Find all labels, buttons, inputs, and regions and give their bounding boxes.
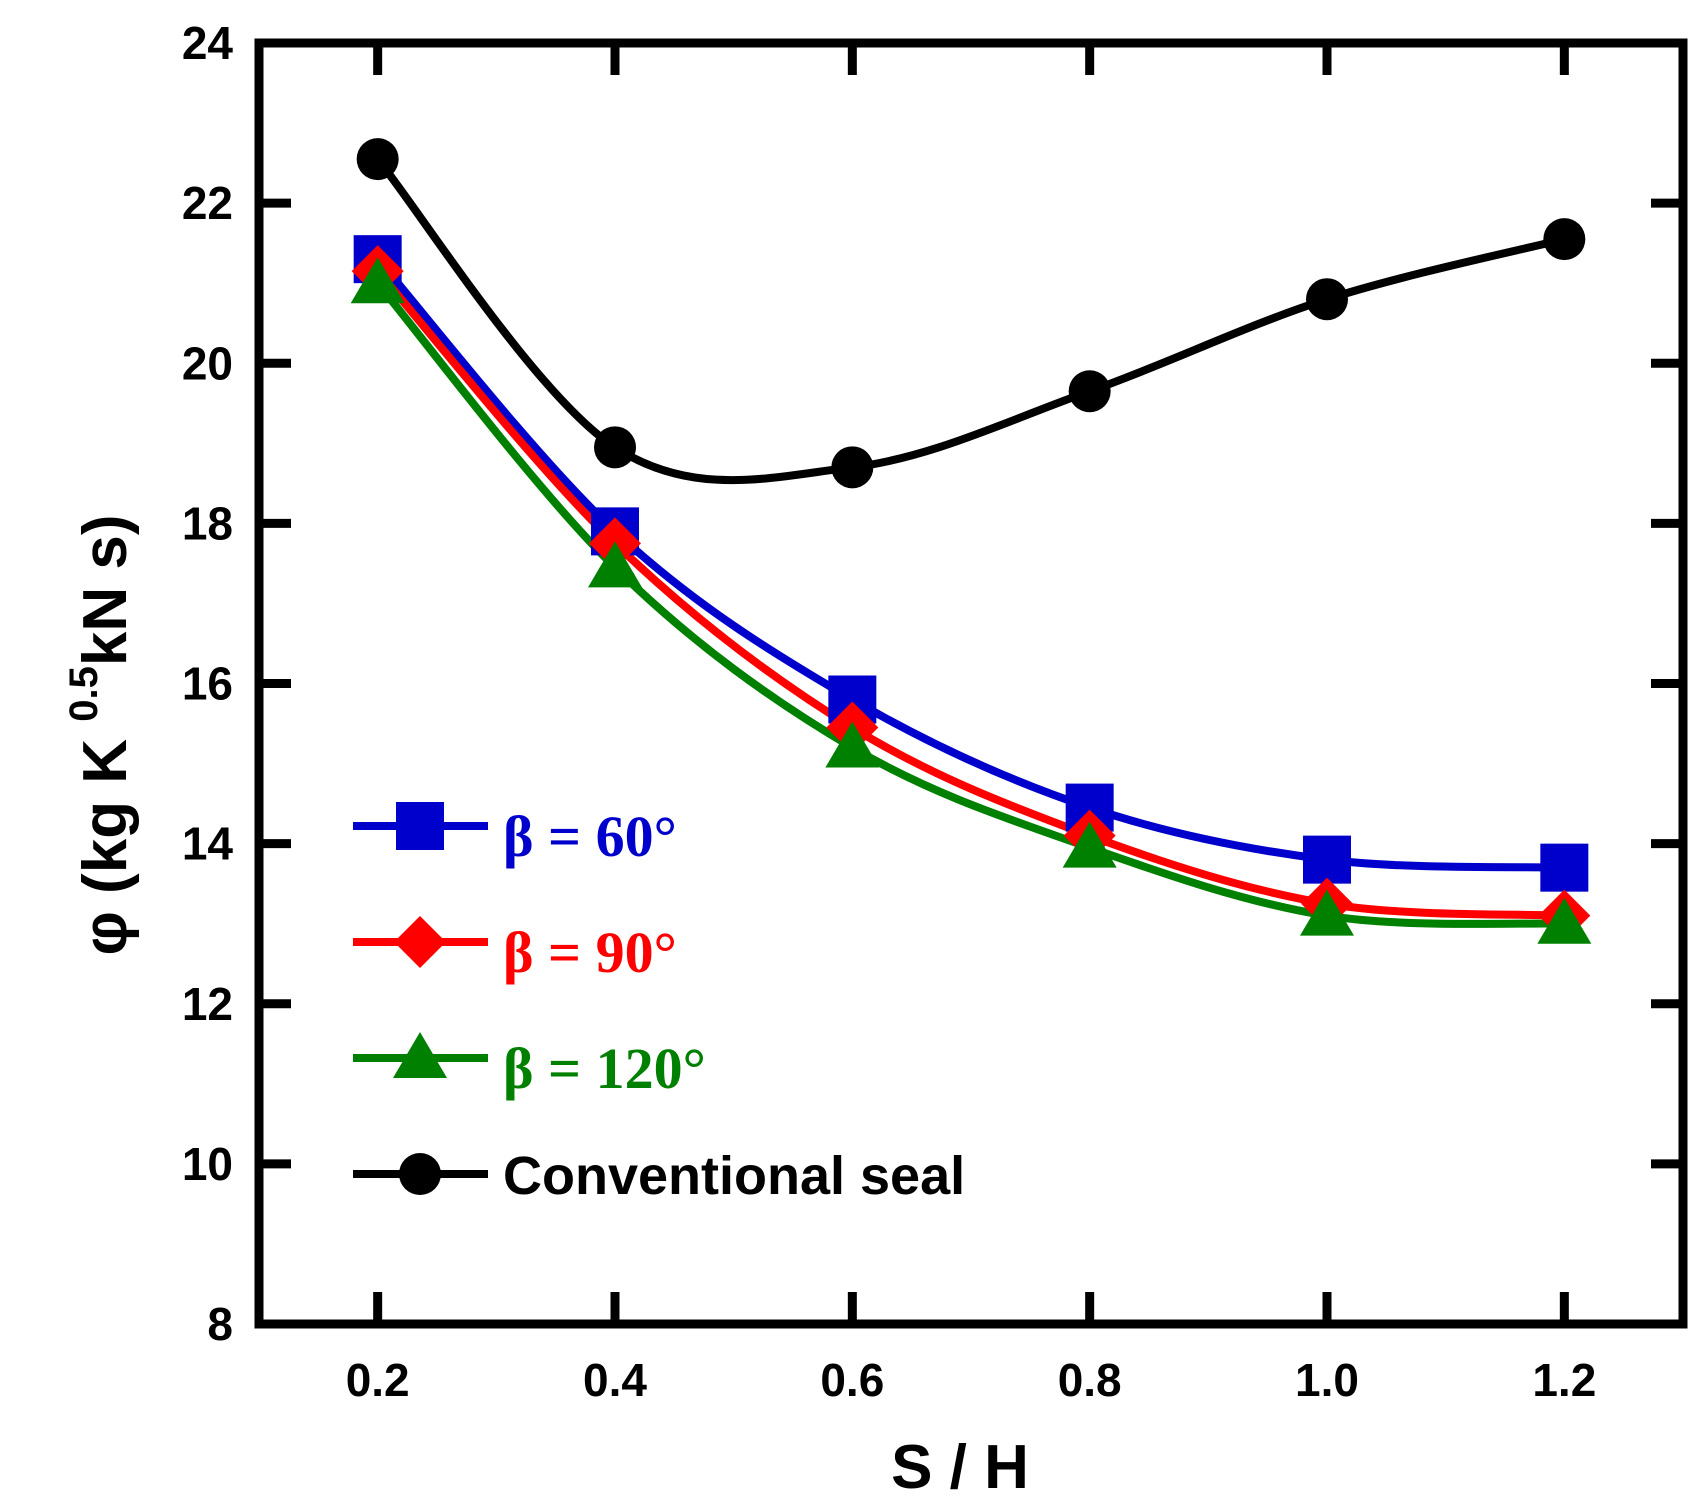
series-line [374, 256, 1565, 872]
y-axis-title-prefix: φ (kg K [71, 722, 140, 956]
data-point [1068, 370, 1111, 413]
x-tick-label: 1.2 [1532, 1354, 1596, 1406]
data-point [1306, 278, 1348, 321]
y-tick-label: 20 [182, 337, 233, 389]
legend-swatch-marker [399, 1153, 441, 1195]
y-tick-label: 18 [182, 497, 233, 549]
legend-label: β = 90° [503, 920, 677, 985]
legend-swatch-marker [396, 802, 444, 850]
y-axis-title-superscript: 0.5 [62, 666, 106, 722]
legend: β = 60° β = 90° β = 120° Conventional seal [353, 802, 965, 1206]
plot-area-frame [254, 38, 1688, 1329]
y-axis-title-suffix: kN s) [71, 514, 140, 666]
legend-label: Conventional seal [503, 1146, 965, 1206]
series-line [374, 156, 1566, 485]
x-tick-label: 1.0 [1295, 1354, 1359, 1406]
x-tick-label: 0.2 [346, 1354, 410, 1406]
data-point [1540, 843, 1589, 892]
y-tick-label: 22 [182, 177, 233, 229]
x-tick-label: 0.8 [1058, 1354, 1122, 1406]
data-point [594, 426, 636, 469]
legend-label: β = 120° [503, 1036, 706, 1101]
legend-swatch-marker [393, 1032, 447, 1078]
svg-text:φ (kg K 0.5kN s): φ (kg K 0.5kN s) [62, 514, 141, 955]
y-tick-label: 14 [182, 818, 234, 870]
x-tick-label: 0.4 [583, 1354, 647, 1406]
y-tick-label: 24 [182, 17, 234, 69]
data-point [1537, 897, 1592, 944]
data-point [831, 446, 874, 489]
y-axis-title: φ (kg K 0.5kN s) [62, 514, 141, 955]
data-point [1062, 821, 1117, 868]
x-axis-title: S / H [891, 1433, 1029, 1502]
data-point [1300, 889, 1354, 936]
data-point [350, 257, 405, 304]
y-tick-label: 8 [207, 1298, 233, 1350]
y-tick-label: 10 [182, 1138, 233, 1190]
legend-label: β = 60° [503, 804, 677, 869]
data-point [588, 541, 642, 588]
y-tick-label: 16 [182, 658, 233, 710]
legend-swatch-marker [394, 916, 446, 968]
data-point [1543, 218, 1586, 261]
data-point [825, 721, 880, 768]
y-tick-label: 12 [182, 978, 233, 1030]
data-point [356, 138, 399, 181]
x-tick-label: 0.6 [820, 1354, 884, 1406]
data-point [1303, 835, 1351, 884]
